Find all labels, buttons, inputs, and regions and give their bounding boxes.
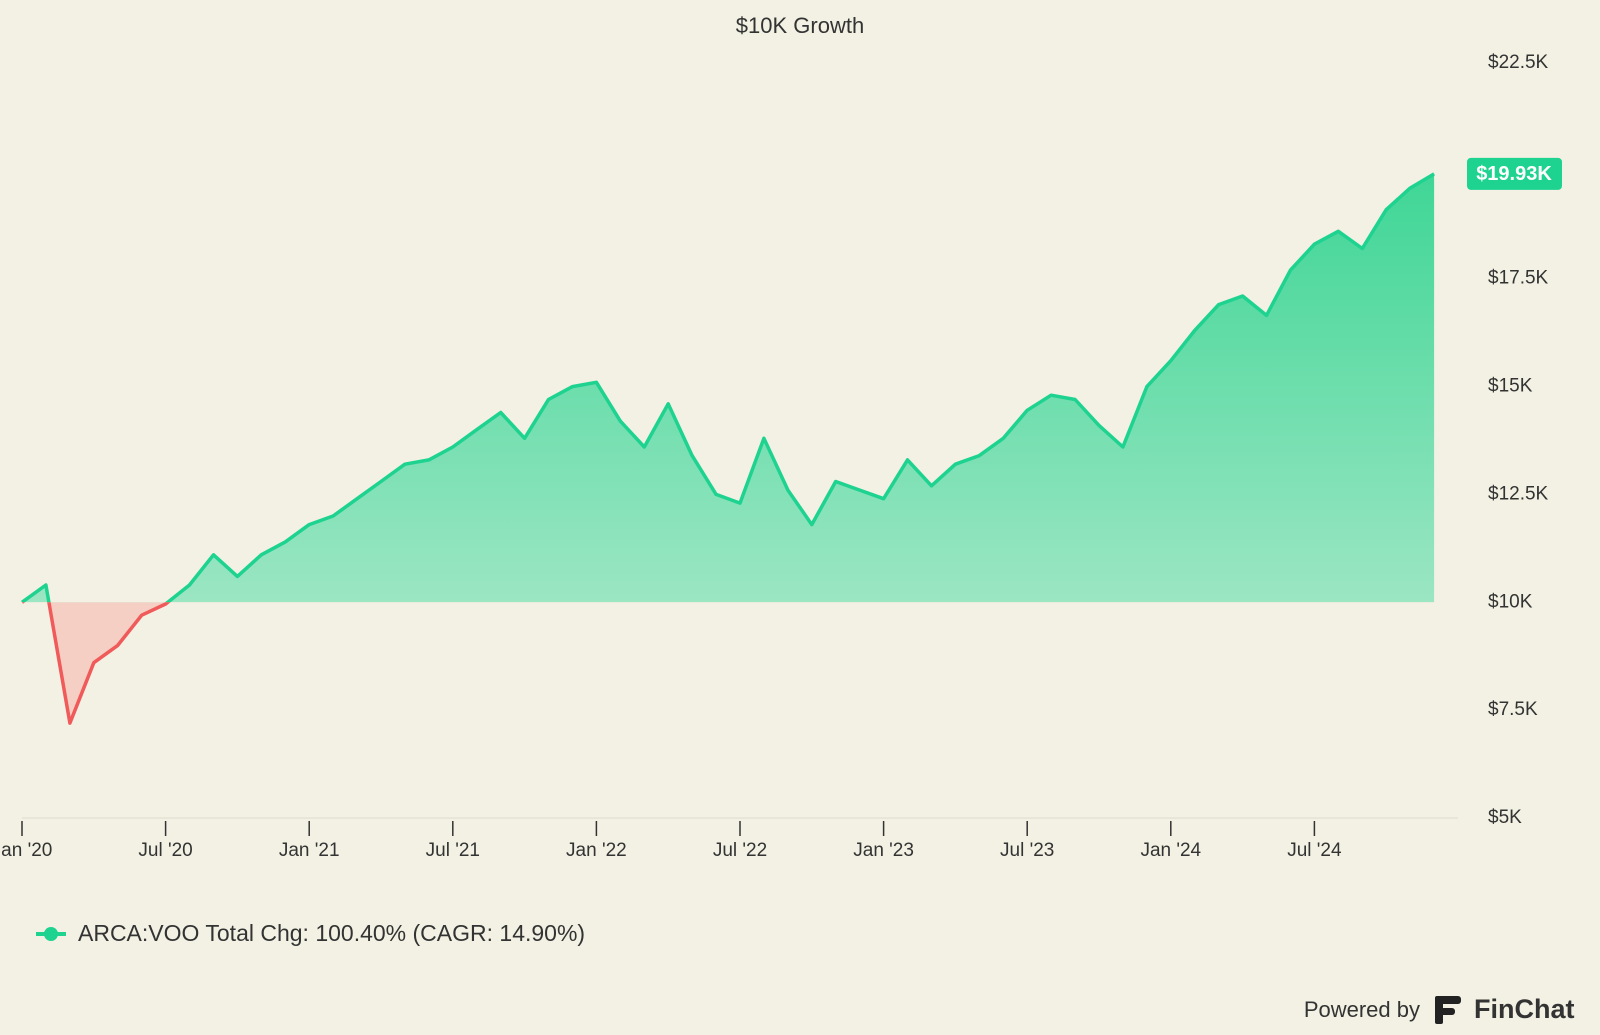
x-tick-label: Jan '22	[566, 840, 627, 861]
y-tick-label: $12.5K	[1488, 483, 1549, 504]
x-tick-label: Jan '24	[1140, 840, 1201, 861]
x-tick-label: Jul '20	[138, 840, 192, 861]
y-tick-label: $15K	[1488, 376, 1533, 397]
x-tick-label: Jan '23	[853, 840, 914, 861]
y-tick-label: $7.5K	[1488, 699, 1538, 720]
line	[20, 172, 1435, 603]
x-tick-label: Jan '21	[279, 840, 340, 861]
y-tick-label: $5K	[1488, 807, 1522, 828]
x-tick-label: Jul '22	[713, 840, 767, 861]
footer-text: Powered by	[1304, 997, 1420, 1022]
x-tick-label: Jul '24	[1287, 840, 1342, 861]
brand-logo	[1435, 996, 1461, 1024]
legend-dot	[44, 927, 58, 941]
y-tick-label: $10K	[1488, 591, 1533, 612]
y-tick-label: $22.5K	[1488, 52, 1549, 73]
value-label: $19.93K	[1476, 163, 1552, 185]
x-tick-label: Jul '23	[1000, 840, 1054, 861]
x-tick-label: Jan '20	[0, 840, 52, 861]
value-badge	[1467, 157, 1562, 190]
legend-text: ARCA:VOO Total Chg: 100.40% (CAGR: 14.90…	[78, 920, 585, 946]
legend: ARCA:VOO Total Chg: 100.40% (CAGR: 14.90…	[36, 920, 585, 946]
chart-title: $10K Growth	[736, 13, 864, 38]
y-tick-label: $17.5K	[1488, 268, 1549, 289]
area-positive	[22, 173, 1435, 603]
x-tick-label: Jul '21	[426, 840, 480, 861]
brand-text: FinChat	[1474, 994, 1575, 1024]
